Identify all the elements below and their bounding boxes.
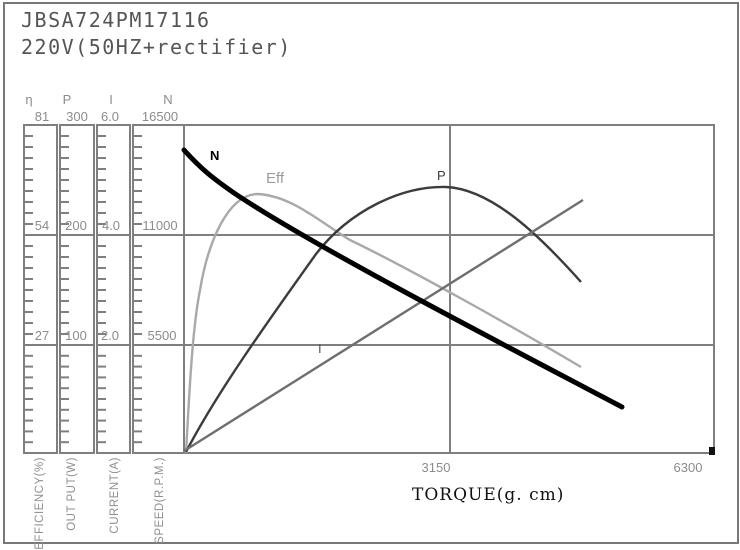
curve-label-speed: N	[210, 148, 220, 163]
power-tick-200: 200	[65, 218, 87, 233]
axis-symbol-speed: N	[163, 92, 173, 107]
current-tick-4: 4.0	[101, 218, 121, 233]
axis-symbol-current: I	[109, 92, 113, 107]
speed-tick-16500: 16500	[141, 109, 179, 124]
power-tick-300: 300	[66, 109, 88, 124]
curve-label-current: I	[318, 341, 322, 356]
figure-border	[3, 2, 739, 544]
axis-symbol-power: P	[62, 92, 72, 107]
unit-label-current: CURRENT(A)	[109, 457, 121, 534]
current-tick-6: 6.0	[100, 109, 120, 124]
curve-power	[184, 185, 582, 453]
curve-current	[183, 198, 584, 453]
efficiency-tick-81: 81	[34, 109, 50, 124]
curve-speed	[181, 147, 625, 410]
curve-efficiency	[184, 192, 582, 454]
speed-tick-5500: 5500	[147, 328, 177, 343]
unit-label-output: OUT PUT(W)	[66, 457, 78, 531]
torque-tick-6300: 6300	[673, 460, 703, 475]
efficiency-tick-27: 27	[34, 328, 50, 343]
speed-tick-11000: 11000	[142, 218, 178, 233]
unit-label-speed: SPEED(R.P.M.)	[154, 457, 166, 544]
y-axis-columns	[23, 124, 185, 454]
chart-title-voltage: 220V(50HZ+rectifier)	[21, 35, 292, 59]
torque-tick-3150: 3150	[421, 460, 451, 475]
curve-label-power: P	[437, 168, 446, 183]
curve-label-efficiency: Eff	[266, 170, 285, 187]
power-tick-100: 100	[65, 328, 87, 343]
current-tick-2: 2.0	[100, 328, 120, 343]
x-axis-title: TORQUE(g. cm)	[412, 485, 565, 505]
axis-symbol-efficiency: η	[25, 92, 33, 107]
unit-label-efficiency: EFFICIENCY(%)	[34, 457, 46, 550]
efficiency-tick-54: 54	[34, 218, 50, 233]
y-axis-minor-ticks	[25, 135, 142, 444]
x-axis-end-tick	[709, 447, 715, 455]
chart-title-model: JBSA724PM17116	[21, 8, 211, 32]
